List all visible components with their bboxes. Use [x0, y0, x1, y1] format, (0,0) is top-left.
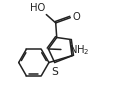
Text: HO: HO: [29, 3, 45, 13]
Text: S: S: [52, 67, 59, 77]
Text: NH$_2$: NH$_2$: [69, 43, 89, 57]
Text: O: O: [73, 12, 81, 22]
